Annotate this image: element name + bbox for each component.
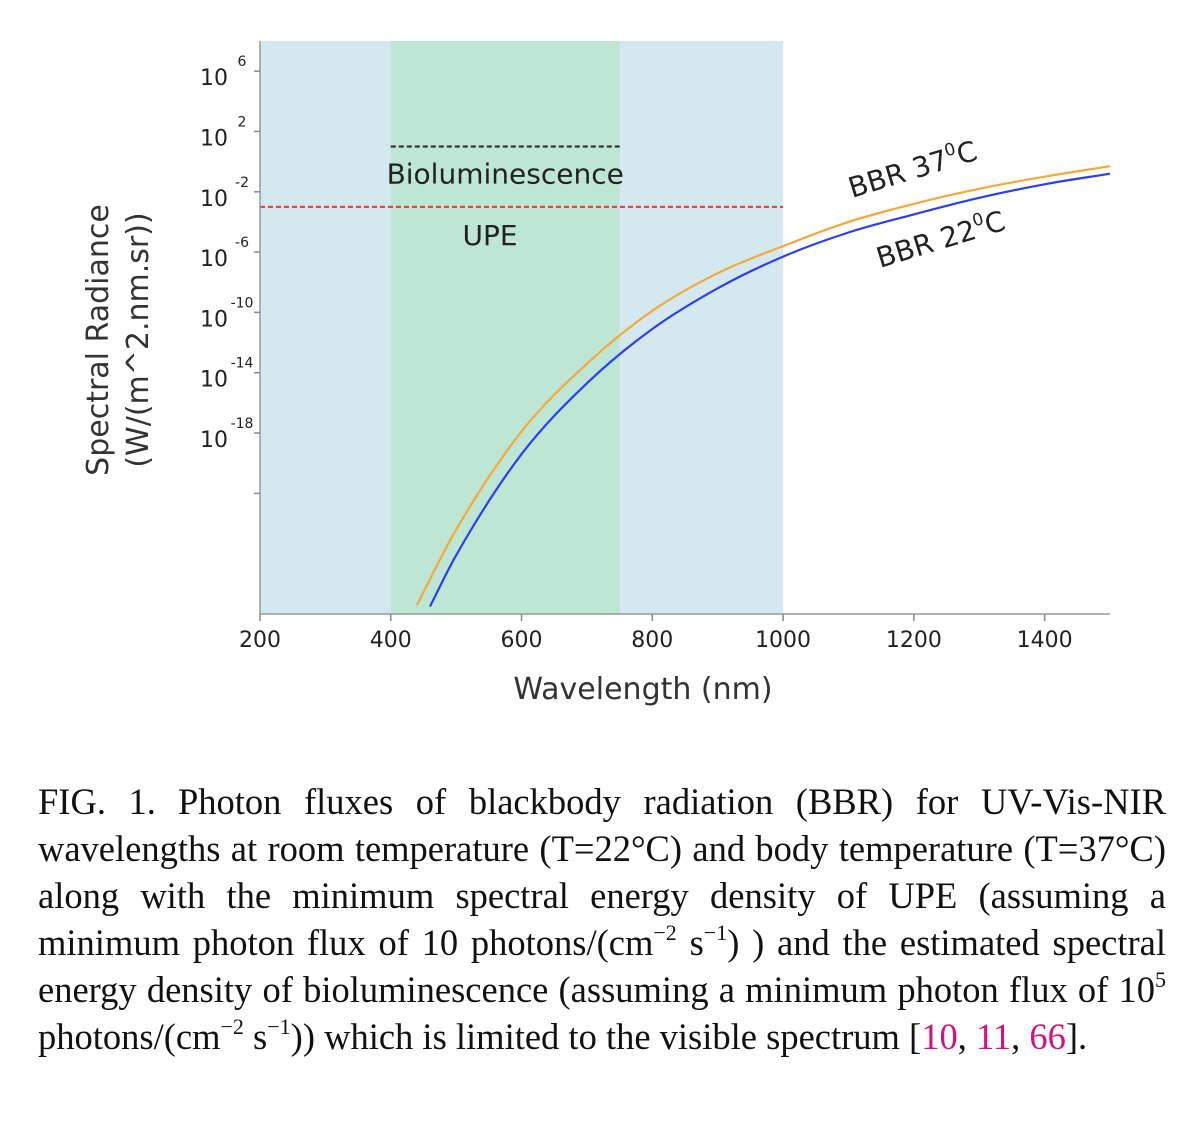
upe-label: UPE [462,219,517,252]
x-tick-label: 1200 [886,628,942,653]
bbr-37-curve [415,165,1111,606]
y-tick-exponent: -14 [231,356,254,372]
caption-end: ]. [1065,1016,1088,1057]
visible-region [390,41,620,614]
x-tick-label: 400 [370,628,412,653]
y-axis-label-line2: (W/(m^2.nm.sr)) [121,212,156,467]
caption-sup-1: −2 [653,920,677,945]
caption-text-5: s [243,1016,268,1057]
y-tick-exponent: 6 [238,54,247,70]
y-tick-exponent: -2 [235,175,249,191]
y-tick-exponent: 2 [238,114,247,130]
y-axis-label-line1: Spectral Radiance [81,204,116,476]
bbr-37-label: BBR 370C [844,133,981,204]
x-tick-label: 1400 [1017,628,1073,653]
caption-text-1: Photon fluxes of blackbody radiation (BB… [38,781,1166,963]
caption-sup-3: 5 [1155,967,1166,992]
caption-sup-2: −1 [703,920,728,945]
y-tick-label: 10 [200,66,228,91]
y-tick-label: 10 [200,368,228,393]
bbr-22-label: BBR 220C [872,203,1009,274]
y-tick-exponent: -6 [235,235,249,251]
spectral-radiance-chart: 200 400 600 800 1000 1200 1400 10 6 10 2 10 -2 10 -6 10… [81,41,1111,707]
caption-sup-4: −2 [220,1014,244,1039]
x-tick-label: 800 [631,628,673,653]
figure-caption: FIG. 1. Photon fluxes of blackbody radiat… [38,778,1166,1060]
x-tick-label: 1000 [755,628,811,653]
reference-link-10[interactable]: 10 [921,1016,958,1057]
caption-text-4: photons/(cm [38,1016,221,1057]
x-tick-label: 200 [239,628,281,653]
chart-area: 200 400 600 800 1000 1200 1400 10 6 10 2 10 -2 10 -6 10… [81,41,1111,707]
caption-sup-5: −1 [267,1014,291,1039]
caption-text-3: ) ) and the estimated spectral energy de… [38,922,1167,1010]
y-tick-label: 10 [200,247,228,272]
x-tick-label: 600 [501,628,543,653]
y-tick-exponent: -10 [231,295,254,311]
y-tick-label: 10 [200,187,228,212]
y-tick-label: 10 [200,428,228,453]
y-tick-label: 10 [200,126,228,151]
caption-separator-1: , [957,1016,976,1057]
caption-text-2: s [676,922,704,963]
reference-link-11[interactable]: 11 [975,1016,1012,1057]
y-tick-label: 10 [200,307,228,332]
caption-separator-2: , [1011,1016,1030,1057]
figure-label: FIG. 1. [38,781,156,822]
y-tick-exponent: -18 [231,416,254,432]
bbr-22-curve [429,172,1111,607]
caption-text-6: )) which is limited to the visible spect… [290,1016,922,1057]
bioluminescence-label: Bioluminescence [387,158,624,191]
reference-link-66[interactable]: 66 [1029,1016,1066,1057]
x-axis-label: Wavelength (nm) [513,672,772,707]
